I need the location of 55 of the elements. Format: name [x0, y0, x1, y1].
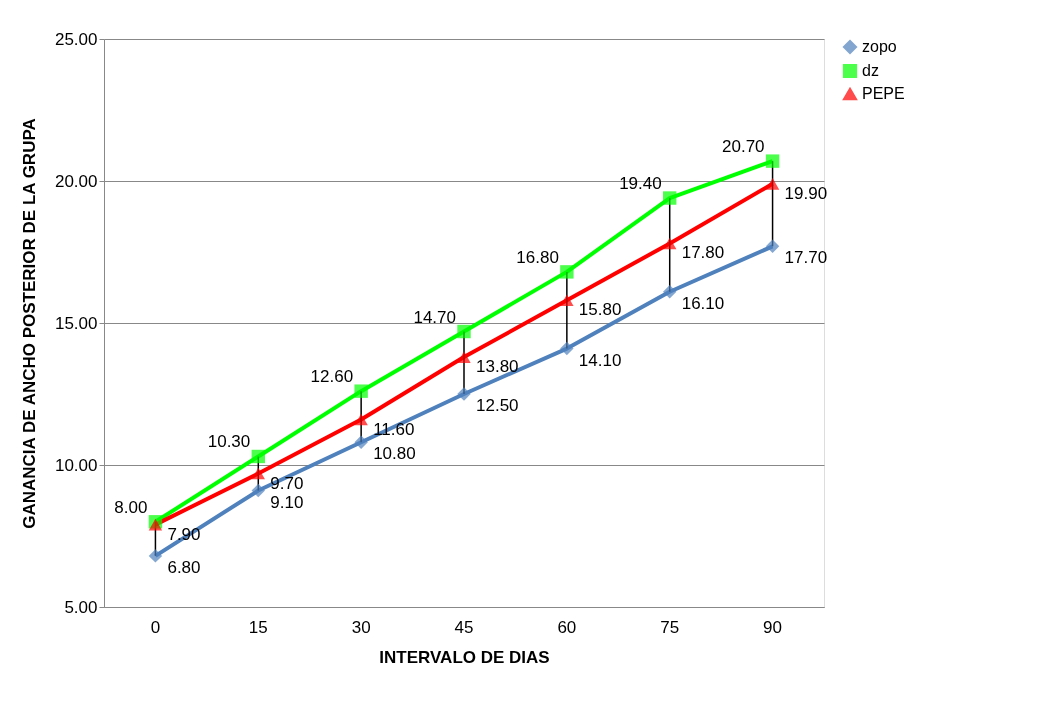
point — [663, 237, 677, 250]
legend-label: PEPE — [862, 85, 905, 102]
point — [251, 449, 265, 464]
legend-label: dz — [862, 62, 879, 79]
x-tick-label: 90 — [763, 617, 783, 637]
x-tick-label: 30 — [351, 617, 371, 637]
data-label: 12.50 — [476, 396, 519, 415]
point — [354, 413, 368, 426]
data-label: 16.80 — [516, 247, 559, 267]
point — [457, 351, 471, 363]
data-label: 14.70 — [413, 307, 456, 327]
data-label: 10.30 — [207, 432, 251, 452]
point — [560, 265, 574, 279]
data-label: 10.80 — [373, 444, 416, 464]
point — [148, 549, 163, 563]
x-tick-label: 45 — [454, 617, 474, 637]
point — [354, 384, 368, 398]
data-label: 15.80 — [578, 300, 622, 320]
data-label: 13.80 — [476, 357, 519, 377]
data-label: 14.10 — [578, 350, 622, 370]
y-tick-label: 10.00 — [54, 455, 98, 475]
x-tick-label: 15 — [248, 617, 268, 637]
point — [560, 341, 574, 356]
point — [765, 239, 780, 254]
x-tick-label: 0 — [150, 617, 161, 637]
point — [354, 435, 368, 449]
data-label: 17.70 — [784, 248, 828, 268]
data-label: 12.60 — [310, 367, 354, 387]
data-label: 19.90 — [784, 183, 828, 203]
point — [251, 467, 265, 480]
x-axis-title: INTERVALO DE DIAS — [379, 647, 550, 667]
legend-label: zopo — [862, 38, 897, 55]
data-label: 9.70 — [270, 473, 304, 493]
data-label: 19.40 — [619, 174, 662, 194]
point — [251, 483, 265, 498]
data-label: 6.80 — [167, 557, 201, 577]
point — [457, 324, 471, 339]
data-label: 17.80 — [681, 243, 725, 263]
y-tick-label: 15.00 — [54, 313, 98, 333]
data-label: 9.10 — [270, 492, 304, 512]
y-tick-label: 5.00 — [64, 597, 98, 617]
data-label: 20.70 — [722, 137, 765, 157]
point — [663, 191, 677, 205]
point — [457, 387, 471, 401]
point — [560, 294, 574, 307]
x-tick-label: 75 — [660, 617, 680, 637]
y-tick-label: 20.00 — [54, 171, 98, 191]
y-axis-title: GANANCIA DE ANCHO POSTERIOR DE LA GRUPA — [19, 118, 39, 529]
point — [765, 154, 780, 168]
point — [765, 178, 780, 190]
data-label: 16.10 — [681, 293, 725, 313]
point — [663, 285, 677, 299]
y-tick-label: 25.00 — [54, 29, 98, 49]
x-tick-label: 60 — [557, 617, 577, 637]
data-label: 8.00 — [114, 497, 148, 517]
